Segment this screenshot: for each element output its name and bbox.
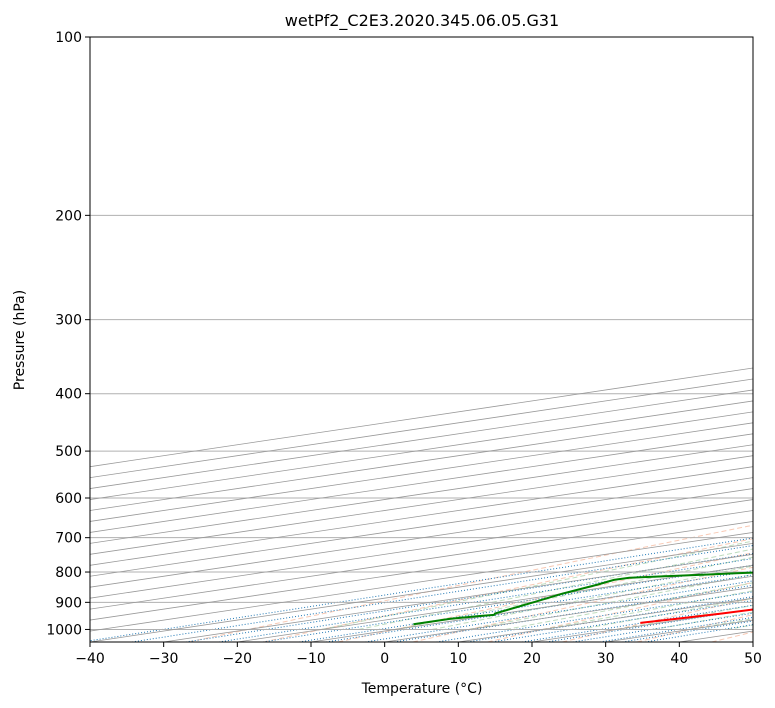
y-tick-label: 100: [55, 30, 82, 46]
x-tick-label: −30: [149, 651, 179, 667]
x-tick-label: −40: [75, 651, 105, 667]
plot-area: [90, 37, 753, 642]
moist-adiabat: [358, 548, 753, 630]
moist-adiabat: [432, 565, 753, 630]
y-tick-label: 800: [55, 565, 82, 581]
y-tick-label: 300: [55, 313, 82, 329]
moist-adiabat: [764, 37, 775, 629]
isotherm-line: [752, 641, 753, 642]
x-tick-label: 20: [523, 651, 541, 667]
skewed-isotherms: [90, 367, 753, 642]
y-tick-label: 1000: [46, 622, 82, 638]
moist-adiabat: [321, 540, 753, 630]
y-tick-label: 500: [55, 444, 82, 460]
isotherm-line: [90, 444, 753, 544]
x-tick-label: −20: [223, 651, 253, 667]
moist-adiabat: [469, 573, 753, 630]
x-axis-label: Temperature (°C): [361, 681, 483, 697]
x-tick-label: 40: [670, 651, 688, 667]
dry-adiabat: [263, 538, 753, 642]
isotherm-line: [90, 477, 753, 577]
y-axis: 1000 900 800 700 600 500 400 300 200 100: [46, 30, 90, 638]
y-tick-label: 900: [55, 595, 82, 611]
x-tick-label: −10: [296, 651, 326, 667]
y-tick-label: 200: [55, 208, 82, 224]
mixing-ratio-line: [131, 545, 753, 642]
x-tick-label: 50: [744, 651, 762, 667]
x-axis: −40 −30 −20 −10 0 10 20 30 40 50: [75, 642, 762, 667]
isotherm-line: [90, 455, 753, 555]
isotherm-line: [90, 466, 753, 566]
y-tick-label: 700: [55, 531, 82, 547]
x-tick-label: 30: [597, 651, 615, 667]
plot-frame: [89, 36, 754, 643]
x-tick-label: 10: [449, 651, 467, 667]
y-tick-label: 600: [55, 491, 82, 507]
isotherm-line: [90, 532, 753, 632]
moist-adiabat: [505, 582, 753, 630]
y-axis-label: Pressure (hPa): [12, 290, 28, 390]
mixing-ratio-line: [365, 580, 753, 642]
isotherm-line: [90, 521, 753, 621]
dry-adiabat: [412, 566, 753, 642]
dry-adiabat: [188, 524, 753, 642]
mixing-ratio-line: [436, 591, 753, 642]
mixing-ratio-line: [90, 537, 753, 642]
isotherm-line: [90, 488, 753, 588]
isotherm-line: [90, 499, 753, 599]
chart-title: wetPf2_C2E3.2020.345.06.05.G31: [285, 11, 559, 31]
pressure-gridlines: [90, 37, 753, 630]
isotherm-line: [90, 510, 753, 610]
x-tick-label: 0: [380, 651, 389, 667]
y-tick-label: 400: [55, 387, 82, 403]
